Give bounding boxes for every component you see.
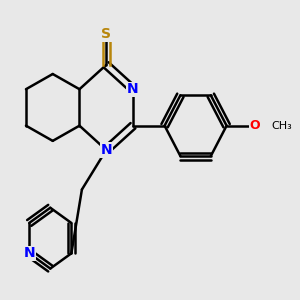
Text: CH₃: CH₃ [271,121,292,131]
Text: N: N [127,82,139,96]
Text: N: N [23,246,35,260]
Text: O: O [249,119,260,132]
Text: N: N [100,143,112,157]
Text: S: S [101,28,111,41]
